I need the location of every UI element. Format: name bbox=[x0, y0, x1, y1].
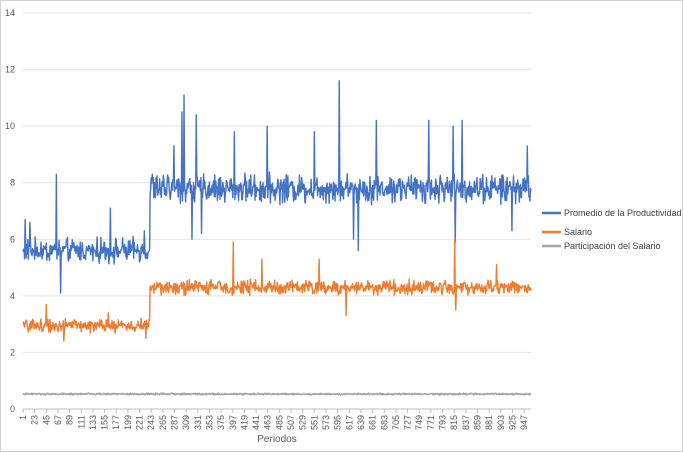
x-tick-label: 727 bbox=[403, 415, 413, 430]
x-tick-label: 89 bbox=[65, 415, 75, 425]
x-tick-label: 617 bbox=[344, 415, 354, 430]
x-tick-label: 243 bbox=[146, 415, 156, 430]
y-tick-label: 8 bbox=[10, 178, 15, 188]
x-tick-label: 353 bbox=[204, 415, 214, 430]
x-tick-label: 793 bbox=[438, 415, 448, 430]
x-tick-label: 749 bbox=[414, 415, 424, 430]
x-tick-label: 441 bbox=[251, 415, 261, 430]
x-axis-ticks: 1 23 45 67 89 111 133 155 177 199 221 243 265 287 309 3… bbox=[18, 409, 529, 430]
x-tick-label: 133 bbox=[88, 415, 98, 430]
x-tick-label: 529 bbox=[298, 415, 308, 430]
x-tick-label: 573 bbox=[321, 415, 331, 430]
x-tick-label: 881 bbox=[484, 415, 494, 430]
legend-label: Participación del Salario bbox=[564, 241, 661, 251]
y-tick-label: 4 bbox=[10, 291, 15, 301]
x-tick-label: 419 bbox=[239, 415, 249, 430]
series-line-1 bbox=[22, 238, 532, 342]
x-tick-label: 661 bbox=[368, 415, 378, 430]
x-axis-title: Periodos bbox=[257, 434, 296, 445]
y-axis-ticks: 0 2 4 6 8 10 12 14 bbox=[5, 8, 15, 414]
x-tick-label: 507 bbox=[286, 415, 296, 430]
x-tick-label: 947 bbox=[519, 415, 529, 430]
y-tick-label: 6 bbox=[10, 234, 15, 244]
y-tick-label: 14 bbox=[5, 8, 15, 18]
x-tick-label: 155 bbox=[100, 415, 110, 430]
x-tick-label: 287 bbox=[169, 415, 179, 430]
series-group bbox=[22, 80, 532, 396]
x-tick-label: 595 bbox=[333, 415, 343, 430]
x-tick-label: 463 bbox=[263, 415, 273, 430]
x-tick-label: 331 bbox=[193, 415, 203, 430]
legend-label: Promedio de la Productividad bbox=[564, 208, 682, 218]
x-tick-label: 815 bbox=[449, 415, 459, 430]
y-tick-label: 12 bbox=[5, 65, 15, 75]
x-tick-label: 309 bbox=[181, 415, 191, 430]
legend: Promedio de la Productividad Salario Parti… bbox=[542, 208, 682, 251]
x-tick-label: 199 bbox=[123, 415, 133, 430]
x-tick-label: 1 bbox=[18, 415, 28, 420]
series-line-0 bbox=[22, 80, 532, 294]
x-tick-label: 375 bbox=[216, 415, 226, 430]
x-tick-label: 111 bbox=[76, 415, 86, 429]
x-tick-label: 705 bbox=[391, 415, 401, 430]
x-tick-label: 397 bbox=[228, 415, 238, 430]
x-tick-label: 859 bbox=[472, 415, 482, 430]
series-line-2 bbox=[22, 392, 532, 396]
x-tick-label: 551 bbox=[309, 415, 319, 430]
x-tick-label: 221 bbox=[135, 415, 145, 430]
x-tick-label: 639 bbox=[356, 415, 366, 430]
x-tick-label: 485 bbox=[274, 415, 284, 430]
gridlines bbox=[23, 12, 531, 410]
x-tick-label: 771 bbox=[426, 415, 436, 430]
x-tick-label: 837 bbox=[461, 415, 471, 430]
x-tick-label: 177 bbox=[111, 415, 121, 430]
x-tick-label: 67 bbox=[53, 415, 63, 425]
x-tick-label: 903 bbox=[496, 415, 506, 430]
legend-label: Salario bbox=[564, 227, 592, 237]
x-tick-label: 683 bbox=[379, 415, 389, 430]
y-tick-label: 2 bbox=[10, 347, 15, 357]
x-tick-label: 925 bbox=[507, 415, 517, 430]
y-tick-label: 0 bbox=[10, 404, 15, 414]
x-tick-label: 265 bbox=[158, 415, 168, 430]
x-tick-label: 23 bbox=[30, 415, 40, 425]
y-tick-label: 10 bbox=[5, 121, 15, 131]
x-tick-label: 45 bbox=[41, 415, 51, 425]
